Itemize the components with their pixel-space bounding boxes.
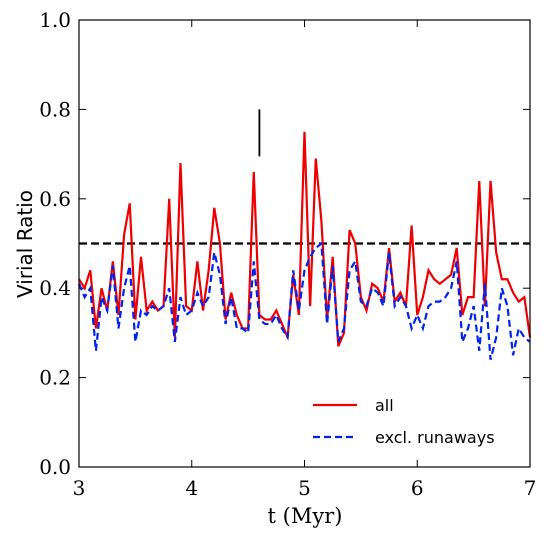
series-line — [77, 241, 531, 360]
x-tick-label: 5 — [298, 476, 311, 500]
y-axis-label: Virial Ratio — [13, 190, 37, 298]
x-tick-label: 6 — [411, 476, 424, 500]
x-tick-label: 7 — [524, 476, 537, 500]
x-tick-label: 4 — [185, 476, 198, 500]
y-tick-label: 0.0 — [39, 455, 71, 479]
series-line — [78, 131, 532, 347]
x-tick-label: 3 — [73, 476, 86, 500]
y-tick-label: 1.0 — [39, 8, 71, 32]
y-tick-label: 0.6 — [39, 187, 71, 211]
plot-frame — [78, 19, 531, 468]
y-tick-label: 0.2 — [39, 366, 71, 390]
y-tick-label: 0.4 — [39, 276, 71, 300]
y-tick-label: 0.8 — [39, 97, 71, 121]
legend-label: all — [375, 396, 394, 415]
legend-label: excl. runaways — [375, 428, 495, 447]
x-axis-label: t (Myr) — [268, 504, 343, 528]
